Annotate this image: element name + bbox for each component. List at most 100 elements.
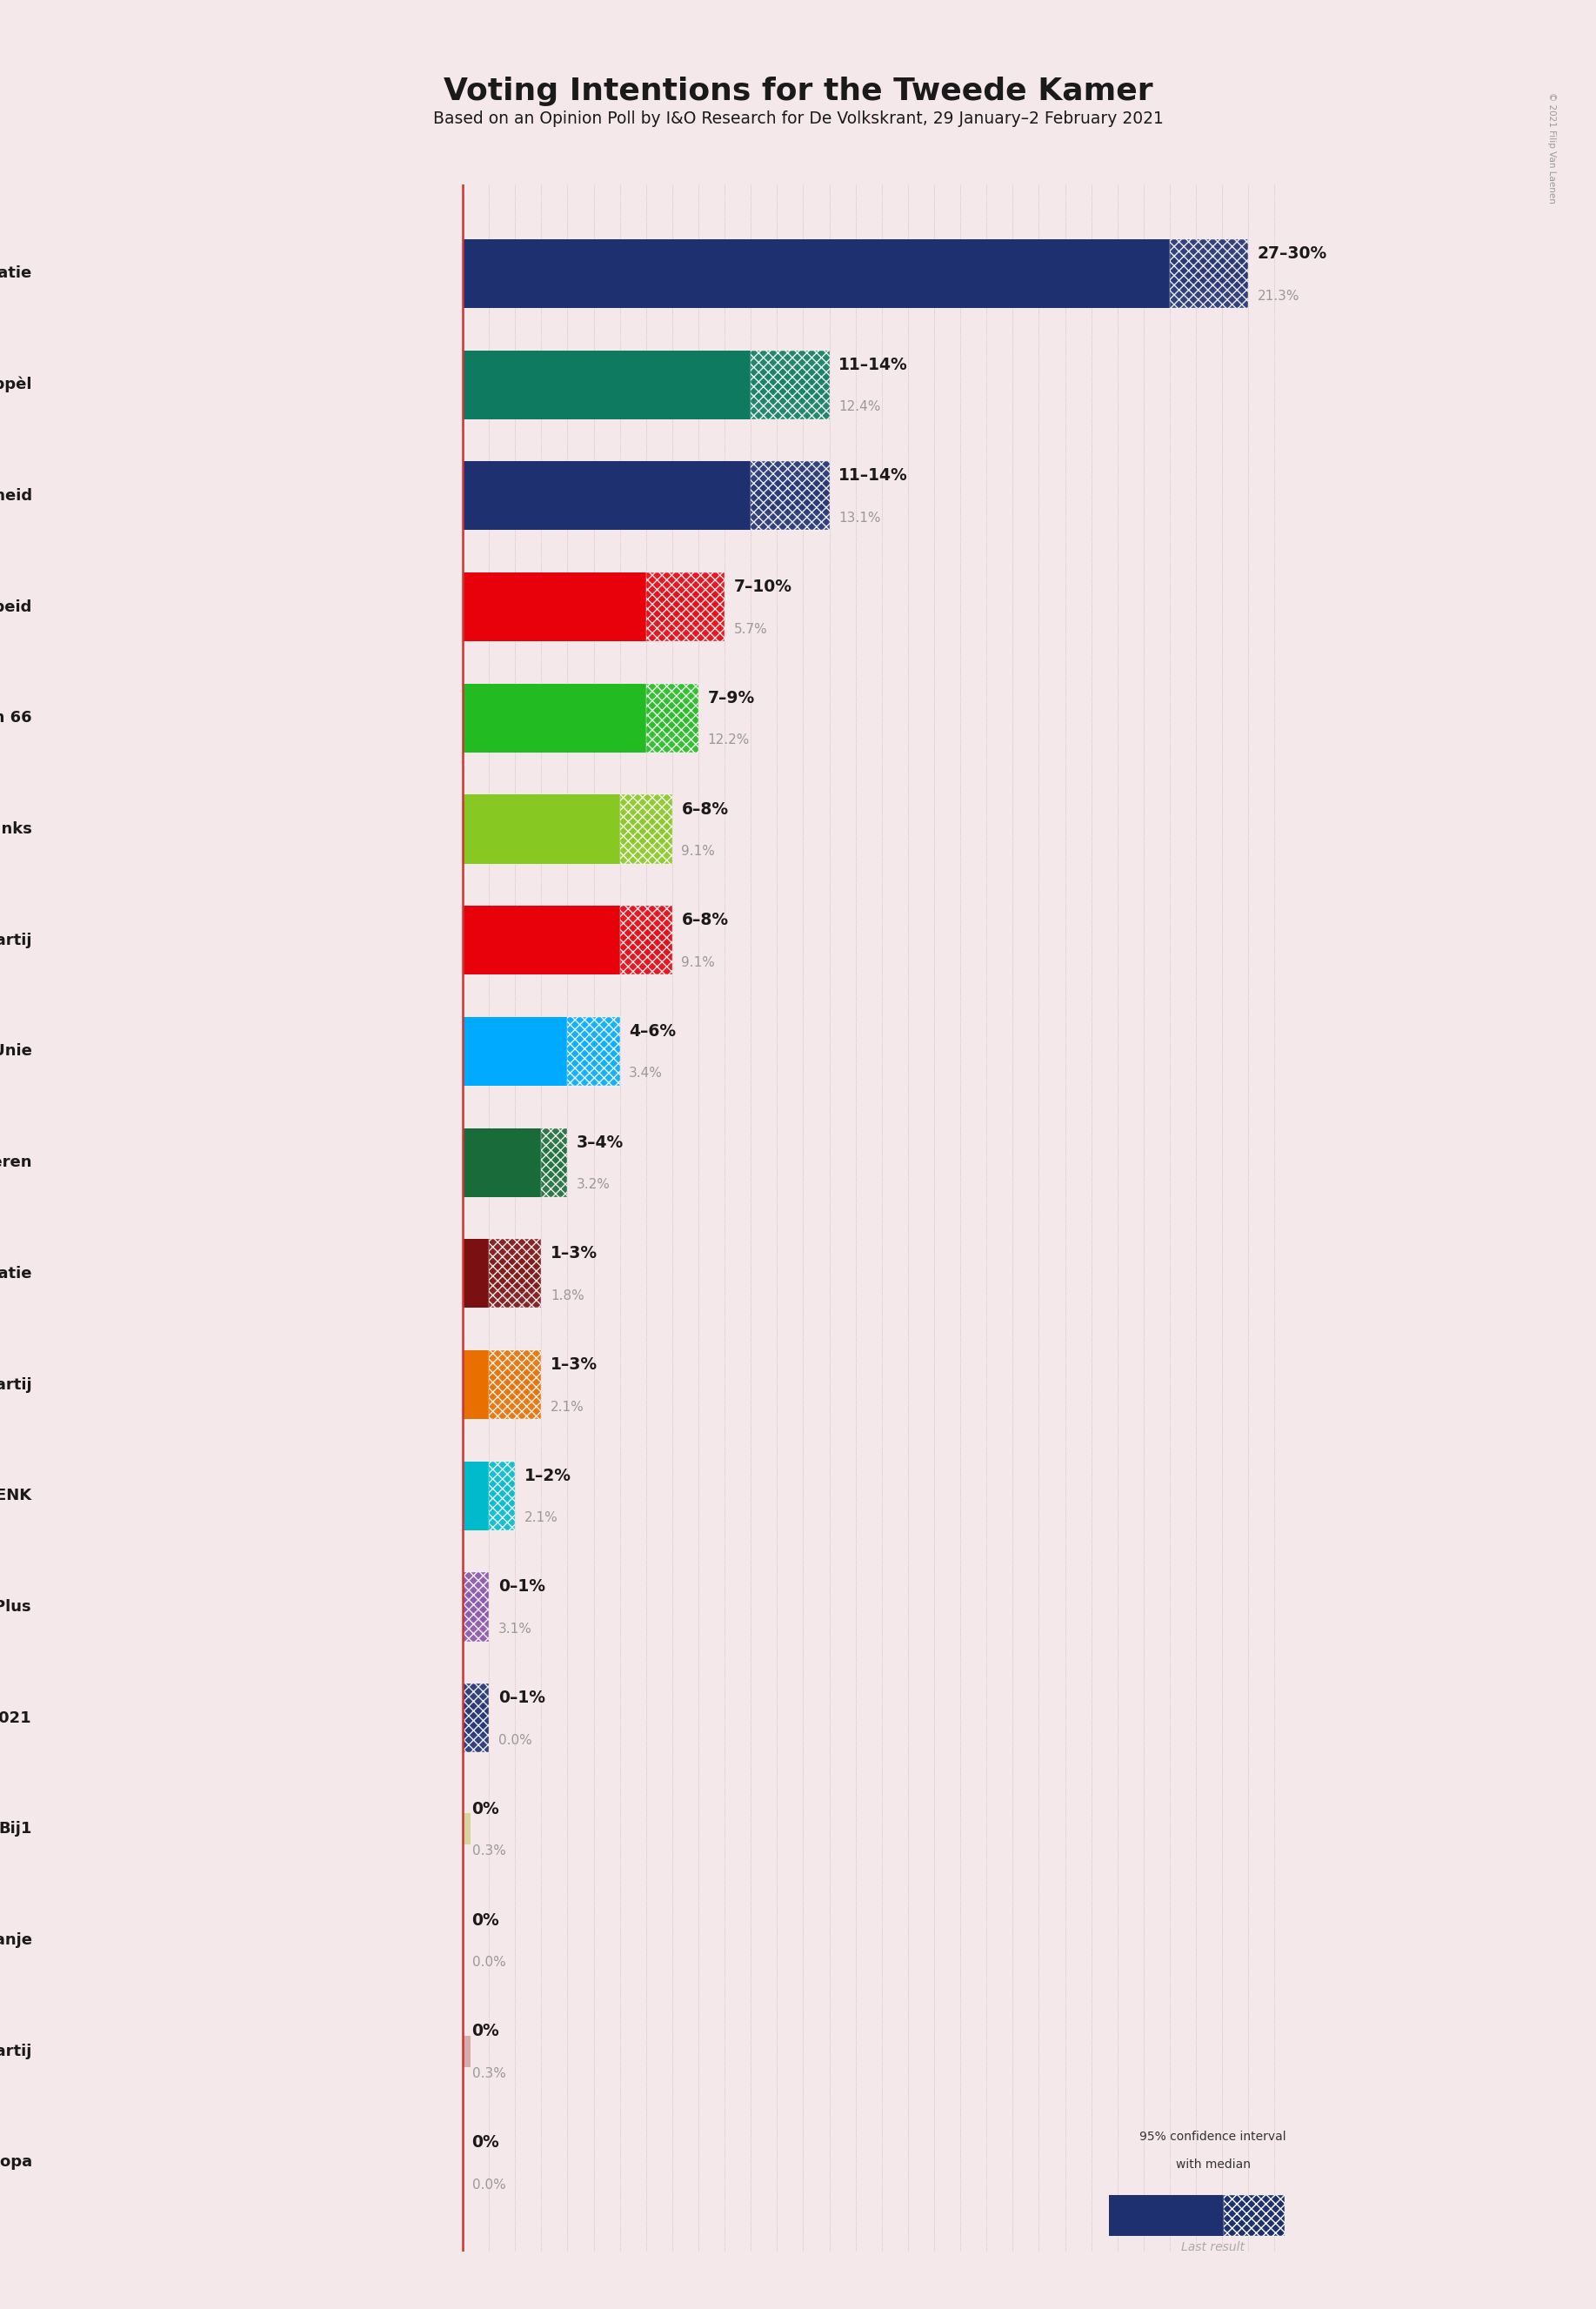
Text: 9.1%: 9.1% — [681, 845, 715, 859]
Text: Democraten 66: Democraten 66 — [0, 711, 32, 725]
Text: 1–3%: 1–3% — [551, 1245, 597, 1261]
Text: Piratenpartij: Piratenpartij — [0, 2043, 32, 2060]
Bar — [646, 683, 699, 753]
Text: 2.1%: 2.1% — [551, 1399, 584, 1413]
Text: 0%: 0% — [472, 1801, 500, 1817]
Text: 0–1%: 0–1% — [498, 1690, 546, 1706]
Bar — [463, 1591, 488, 1623]
Text: 0.3%: 0.3% — [472, 2067, 506, 2080]
Text: Volkspartij voor Vrijheid en Democratie: Volkspartij voor Vrijheid en Democratie — [0, 266, 32, 282]
Bar — [463, 240, 1170, 307]
Bar — [463, 1683, 488, 1753]
Text: 0.0%: 0.0% — [472, 2177, 506, 2191]
Text: ChristenUnie: ChristenUnie — [0, 1044, 32, 1060]
Text: Last result: Last result — [1181, 2242, 1245, 2254]
Text: 3.2%: 3.2% — [576, 1178, 610, 1191]
Bar — [463, 1037, 619, 1067]
Text: 0.3%: 0.3% — [472, 1845, 506, 1859]
Bar — [463, 591, 725, 623]
Bar — [463, 462, 750, 531]
Bar — [750, 462, 830, 531]
Bar — [463, 2037, 471, 2067]
Text: 2.1%: 2.1% — [523, 1512, 559, 1524]
Bar — [463, 1148, 568, 1178]
Text: 1–3%: 1–3% — [551, 1355, 597, 1374]
Bar — [463, 480, 830, 510]
Text: Forum voor Democratie: Forum voor Democratie — [0, 1265, 32, 1281]
Text: GroenLinks: GroenLinks — [0, 822, 32, 836]
Bar — [463, 1016, 568, 1085]
Bar — [463, 1240, 488, 1307]
Text: Christen-Democratisch Appèl: Christen-Democratisch Appèl — [0, 376, 32, 393]
Text: Voting Intentions for the Tweede Kamer: Voting Intentions for the Tweede Kamer — [444, 76, 1152, 106]
Bar — [488, 1351, 541, 1420]
Bar — [1109, 2196, 1223, 2235]
Text: Volt Europa: Volt Europa — [0, 2154, 32, 2170]
Text: 3.4%: 3.4% — [629, 1067, 662, 1081]
Text: 0%: 0% — [472, 1912, 500, 1928]
Text: 7–9%: 7–9% — [707, 690, 755, 707]
Text: Code Oranje: Code Oranje — [0, 1933, 32, 1949]
Bar — [646, 573, 725, 642]
Bar — [488, 1462, 516, 1531]
Text: 12.2%: 12.2% — [707, 734, 750, 746]
Text: 12.4%: 12.4% — [838, 399, 881, 413]
Text: 1.8%: 1.8% — [551, 1288, 584, 1302]
Bar — [463, 1462, 488, 1531]
Bar — [619, 905, 672, 974]
Text: Based on an Opinion Poll by I&O Research for De Volkskrant, 29 January–2 Februar: Based on an Opinion Poll by I&O Research… — [433, 111, 1163, 127]
Text: 50Plus: 50Plus — [0, 1600, 32, 1614]
Text: 5.7%: 5.7% — [734, 623, 768, 635]
Bar — [568, 1016, 619, 1085]
Bar — [463, 702, 699, 734]
Bar — [463, 905, 619, 974]
Text: 0%: 0% — [472, 2023, 500, 2039]
Text: 21.3%: 21.3% — [1258, 289, 1299, 302]
Bar — [463, 813, 672, 845]
Text: 0.0%: 0.0% — [498, 1734, 531, 1746]
Text: Partij voor de Vrijheid: Partij voor de Vrijheid — [0, 487, 32, 503]
Bar — [750, 351, 830, 420]
Text: 6–8%: 6–8% — [681, 801, 728, 817]
Bar — [463, 683, 646, 753]
Bar — [463, 1258, 541, 1288]
Bar — [463, 1702, 488, 1734]
Bar — [463, 794, 619, 864]
Text: © 2021 Filip Van Laenen: © 2021 Filip Van Laenen — [1548, 92, 1556, 203]
Text: Socialistische Partij: Socialistische Partij — [0, 933, 32, 949]
Text: 9.1%: 9.1% — [681, 956, 715, 970]
Bar — [463, 1480, 516, 1512]
Bar — [463, 1813, 471, 1845]
Text: 95% confidence interval: 95% confidence interval — [1140, 2131, 1286, 2143]
Bar — [463, 351, 750, 420]
Bar — [463, 1572, 488, 1642]
Bar — [463, 1369, 541, 1399]
Text: 13.1%: 13.1% — [838, 513, 881, 524]
Bar — [541, 1129, 568, 1196]
Bar — [463, 573, 646, 642]
Text: 11–14%: 11–14% — [838, 466, 908, 485]
Bar — [488, 1240, 541, 1307]
Text: 11–14%: 11–14% — [838, 356, 908, 374]
Bar — [619, 794, 672, 864]
Text: 4–6%: 4–6% — [629, 1023, 677, 1039]
Bar — [463, 369, 830, 399]
Bar — [1170, 240, 1248, 307]
Text: 3.1%: 3.1% — [498, 1623, 531, 1635]
Text: with median: with median — [1176, 2159, 1250, 2170]
Text: Staatkundig Gereformeerde Partij: Staatkundig Gereformeerde Partij — [0, 1376, 32, 1392]
Text: 6–8%: 6–8% — [681, 912, 728, 928]
Text: Juiste Antwoord 2021: Juiste Antwoord 2021 — [0, 1711, 32, 1725]
Bar — [463, 1129, 541, 1196]
Text: 1–2%: 1–2% — [523, 1469, 571, 1485]
Bar — [463, 1351, 488, 1420]
Text: 3–4%: 3–4% — [576, 1134, 624, 1150]
Text: Partij van de Arbeid: Partij van de Arbeid — [0, 598, 32, 614]
Text: 27–30%: 27–30% — [1258, 245, 1328, 261]
Bar — [463, 924, 672, 956]
Bar — [1223, 2196, 1285, 2235]
Text: Bij1: Bij1 — [0, 1822, 32, 1838]
Text: DENK: DENK — [0, 1487, 32, 1503]
Text: Partij voor de Dieren: Partij voor de Dieren — [0, 1154, 32, 1171]
Text: 0.0%: 0.0% — [472, 1956, 506, 1970]
